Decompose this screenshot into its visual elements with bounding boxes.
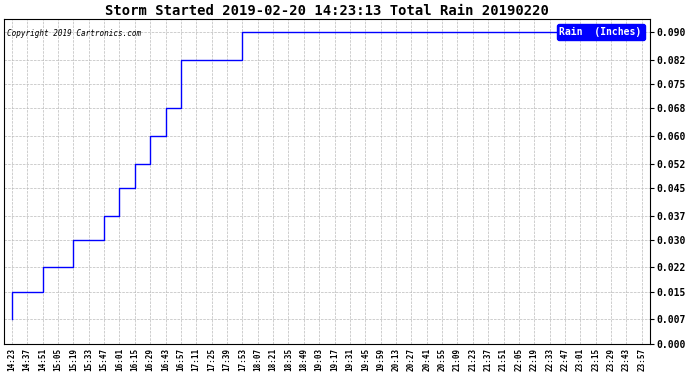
Legend: Rain  (Inches): Rain (Inches) <box>557 24 644 40</box>
Title: Storm Started 2019-02-20 14:23:13 Total Rain 20190220: Storm Started 2019-02-20 14:23:13 Total … <box>105 4 549 18</box>
Text: Copyright 2019 Cartronics.com: Copyright 2019 Cartronics.com <box>8 29 141 38</box>
